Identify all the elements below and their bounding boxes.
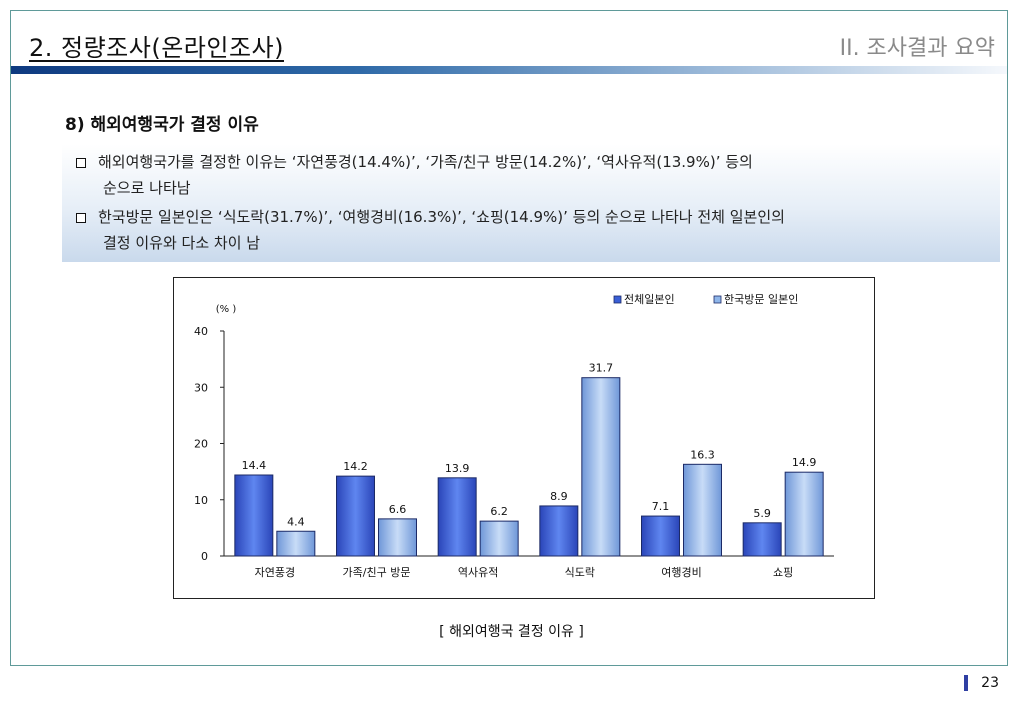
y-tick-label: 40 xyxy=(194,325,208,338)
bar-korea-visit xyxy=(683,463,722,557)
x-category-label: 자연풍경 xyxy=(255,566,295,579)
data-label: 14.9 xyxy=(792,456,817,469)
title-divider-bar xyxy=(11,66,1007,74)
bar-total xyxy=(234,474,274,557)
x-category-label: 쇼핑 xyxy=(773,566,793,579)
page-title: 2. 정량조사(온라인조사) xyxy=(29,34,284,62)
chart-caption: [ 해외여행국 결정 이유 ] xyxy=(439,624,584,640)
data-label: 13.9 xyxy=(445,462,470,475)
data-label: 14.2 xyxy=(343,460,368,473)
chart-container: 0 10 20 30 40 (% ) 14.4 4.4 자연풍경 14.2 6.6 가족/친구 방문 1… xyxy=(173,277,875,599)
x-category-label: 역사유적 xyxy=(458,566,498,579)
bar-total xyxy=(437,477,477,557)
bar-total xyxy=(539,505,579,557)
bullet-item: 해외여행국가를 결정한 이유는 ‘자연풍경(14.4%)’, ‘가족/친구 방문… xyxy=(76,149,753,201)
y-tick-label: 10 xyxy=(194,494,208,507)
bar-total xyxy=(336,475,375,557)
legend-label: 전체일본인 xyxy=(624,292,675,306)
bar-korea-visit xyxy=(581,377,621,557)
data-label: 16.3 xyxy=(690,448,715,461)
data-label: 6.2 xyxy=(490,505,508,518)
page-frame xyxy=(10,10,1008,666)
bullet-text-line: 해외여행국가를 결정한 이유는 ‘자연풍경(14.4%)’, ‘가족/친구 방문… xyxy=(98,153,753,171)
bar-korea-visit xyxy=(276,530,316,557)
checkbox-square-icon xyxy=(76,213,86,223)
page-marker-bar xyxy=(964,675,968,691)
checkbox-square-icon xyxy=(76,158,86,168)
bar-korea-visit xyxy=(784,471,824,557)
y-tick-label: 0 xyxy=(201,550,208,563)
x-category-label: 식도락 xyxy=(565,566,595,579)
section-heading: 8) 해외여행국가 결정 이유 xyxy=(65,115,259,135)
legend-swatch xyxy=(713,295,722,304)
bar-total xyxy=(641,515,680,557)
bullet-text-line: 순으로 나타남 xyxy=(103,179,191,197)
data-label: 5.9 xyxy=(753,507,771,520)
bar-total xyxy=(742,522,782,557)
bar-chart: 0 10 20 30 40 (% ) 14.4 4.4 자연풍경 14.2 6.6 가족/친구 방문 1… xyxy=(194,292,834,579)
x-category-label: 여행경비 xyxy=(661,566,701,579)
legend-label: 한국방문 일본인 xyxy=(724,292,798,306)
bullet-text-line: 결정 이유와 다소 차이 남 xyxy=(103,234,261,252)
data-label: 31.7 xyxy=(589,362,614,375)
data-label: 6.6 xyxy=(389,503,407,516)
bar-korea-visit xyxy=(479,520,519,557)
data-label: 4.4 xyxy=(287,515,305,528)
y-axis-unit-label: (% ) xyxy=(216,304,237,315)
x-category-label: 가족/친구 방문 xyxy=(343,566,411,579)
data-label: 7.1 xyxy=(652,500,670,513)
page-number: 23 xyxy=(981,675,999,691)
summary-box xyxy=(62,144,1000,262)
legend-swatch xyxy=(613,295,622,304)
section-label: II. 조사결과 요약 xyxy=(839,36,995,61)
y-tick-label: 20 xyxy=(194,438,208,451)
y-tick-label: 30 xyxy=(194,381,208,394)
bullet-item: 한국방문 일본인은 ‘식도락(31.7%)’, ‘여행경비(16.3%)’, ‘… xyxy=(76,204,785,256)
bullet-text-line: 한국방문 일본인은 ‘식도락(31.7%)’, ‘여행경비(16.3%)’, ‘… xyxy=(98,208,785,226)
data-label: 14.4 xyxy=(242,459,267,472)
data-label: 8.9 xyxy=(550,490,568,503)
bar-korea-visit xyxy=(378,518,417,557)
